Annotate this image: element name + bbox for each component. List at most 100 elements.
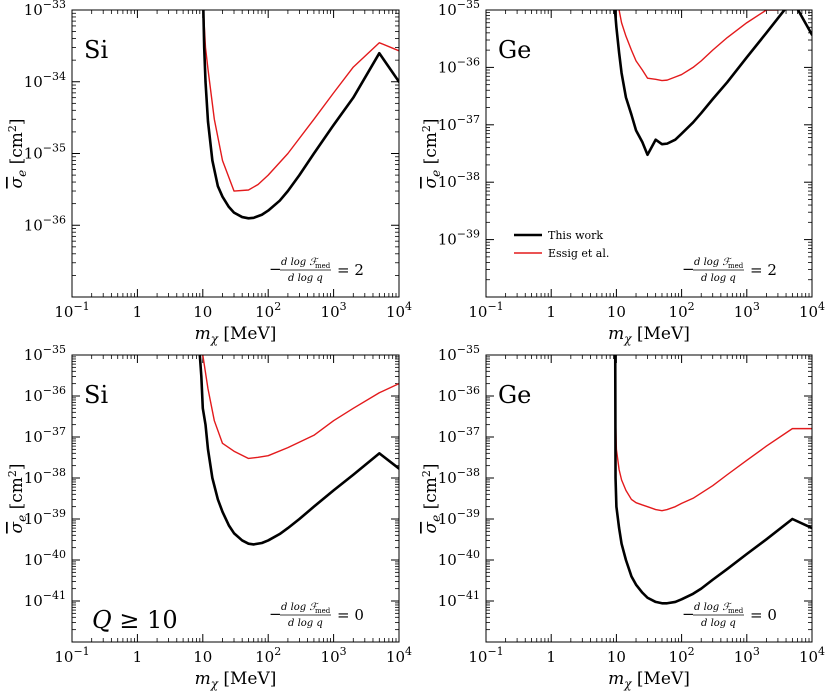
x-tick-label: 104	[799, 645, 825, 666]
y-axis-title: σe [cm2]	[420, 118, 443, 188]
y-tick-label: 10−34	[24, 70, 66, 91]
svg-text:d log q: d log q	[288, 618, 323, 629]
y-axis-title: σe [cm2]	[6, 463, 29, 533]
plot-frame	[71, 354, 400, 643]
panel-bottom-left: 10−1 1 10 102 103 104 10−41 10−40 10−39 10−38 10−3…	[6, 343, 412, 691]
x-tick-label: 104	[386, 645, 412, 666]
y-tick-label: 10−36	[24, 384, 66, 405]
y-tick-label: 10−36	[24, 213, 66, 234]
x-tick-label: 102	[255, 645, 281, 666]
x-tick-label: 102	[669, 300, 695, 321]
x-tick-label: 10−1	[54, 645, 89, 666]
x-tick-label: 104	[386, 300, 412, 321]
x-tick-label: 103	[734, 645, 760, 666]
svg-text:d log q: d log q	[288, 273, 323, 284]
series-line-essig-et-al-	[202, 10, 399, 192]
material-label: Si	[84, 36, 108, 64]
x-axis-title: mχ [MeV]	[195, 324, 277, 346]
y-tick-label: 10−35	[24, 343, 66, 364]
x-tick-label: 10−1	[54, 300, 89, 321]
series-line-this-work	[613, 355, 812, 605]
y-tick-label: 10−38	[438, 466, 480, 487]
x-tick-label: 104	[799, 300, 825, 321]
x-tick-label: 10	[193, 303, 212, 321]
y-tick-label: 10−35	[438, 343, 480, 364]
series-line-essig-et-al-	[614, 355, 812, 512]
series-line-essig-et-al-	[618, 10, 779, 82]
series-line-this-work	[198, 355, 399, 546]
y-tick-label: 10−41	[438, 589, 480, 610]
legend-label: This work	[548, 229, 603, 242]
legend: This work Essig et al.	[514, 229, 609, 260]
svg-text:med: med	[728, 262, 744, 270]
svg-text:−: −	[682, 260, 695, 278]
series-line-this-work	[613, 10, 812, 157]
svg-text:−: −	[682, 605, 695, 623]
svg-text:d log q: d log q	[701, 273, 736, 284]
svg-text:med: med	[315, 607, 331, 615]
y-tick-label: 10−37	[438, 113, 480, 134]
y-tick-label: 10−39	[438, 507, 480, 528]
y-tick-label: 10−38	[24, 466, 66, 487]
svg-text:med: med	[728, 607, 744, 615]
y-tick-label: 10−33	[24, 0, 66, 19]
x-tick-label: 102	[255, 300, 281, 321]
material-label: Ge	[498, 36, 531, 64]
svg-text:d log ℱ: d log ℱ	[281, 257, 319, 268]
y-tick-label: 10−37	[24, 425, 66, 446]
x-tick-label: 10	[607, 648, 626, 666]
x-axis-title: mχ [MeV]	[195, 669, 277, 691]
x-axis-title: mχ [MeV]	[608, 324, 690, 346]
y-tick-label: 10−38	[438, 170, 480, 191]
legend-label: Essig et al.	[548, 247, 609, 260]
svg-text:= 2: = 2	[750, 261, 777, 279]
x-tick-label: 103	[734, 300, 760, 321]
y-tick-label: 10−36	[438, 55, 480, 76]
x-tick-label: 103	[321, 300, 347, 321]
series-group	[613, 355, 812, 605]
svg-text:d log ℱ: d log ℱ	[281, 602, 319, 613]
y-tick-label: 10−39	[438, 228, 480, 249]
material-label: Si	[84, 381, 108, 409]
plot-frame	[485, 9, 813, 298]
svg-text:d log q: d log q	[701, 618, 736, 629]
series-group	[613, 10, 812, 157]
x-tick-label: 10	[607, 303, 626, 321]
y-tick-label: 10−36	[438, 384, 480, 405]
x-tick-label: 102	[669, 645, 695, 666]
series-line-this-work	[202, 10, 399, 220]
y-tick-label: 10−41	[24, 589, 66, 610]
y-tick-label: 10−37	[438, 425, 480, 446]
y-tick-label: 10−35	[24, 142, 66, 163]
panel-top-left: 10−1 1 10 102 103 104 10−36 10−35 10−34 10−33 Si − d…	[6, 0, 412, 346]
series-line-essig-et-al-	[202, 355, 399, 460]
svg-text:d log ℱ: d log ℱ	[694, 602, 732, 613]
y-tick-label: 10−39	[24, 507, 66, 528]
x-tick-label: 103	[321, 645, 347, 666]
y-axis-title: σe [cm2]	[6, 118, 29, 188]
svg-text:= 0: = 0	[337, 606, 364, 624]
y-tick-label: 10−40	[24, 548, 66, 569]
y-axis-title: σe [cm2]	[420, 463, 443, 533]
x-tick-label: 10−1	[468, 300, 503, 321]
x-tick-label: 10−1	[468, 645, 503, 666]
x-tick-label: 1	[133, 303, 143, 321]
threshold-label: Q ≥ 10	[92, 606, 178, 634]
series-group	[198, 355, 399, 546]
panel-bottom-right: 10−1 1 10 102 103 104 10−41 10−40 10−39 10−38 10−3…	[420, 343, 825, 691]
x-tick-label: 1	[133, 648, 143, 666]
svg-text:= 0: = 0	[750, 606, 777, 624]
svg-text:d log ℱ: d log ℱ	[694, 257, 732, 268]
y-tick-label: 10−40	[438, 548, 480, 569]
svg-text:−: −	[269, 260, 282, 278]
svg-text:= 2: = 2	[337, 261, 364, 279]
material-label: Ge	[498, 381, 531, 409]
x-tick-label: 10	[193, 648, 212, 666]
plot-frame	[485, 354, 813, 643]
series-group	[202, 10, 399, 220]
